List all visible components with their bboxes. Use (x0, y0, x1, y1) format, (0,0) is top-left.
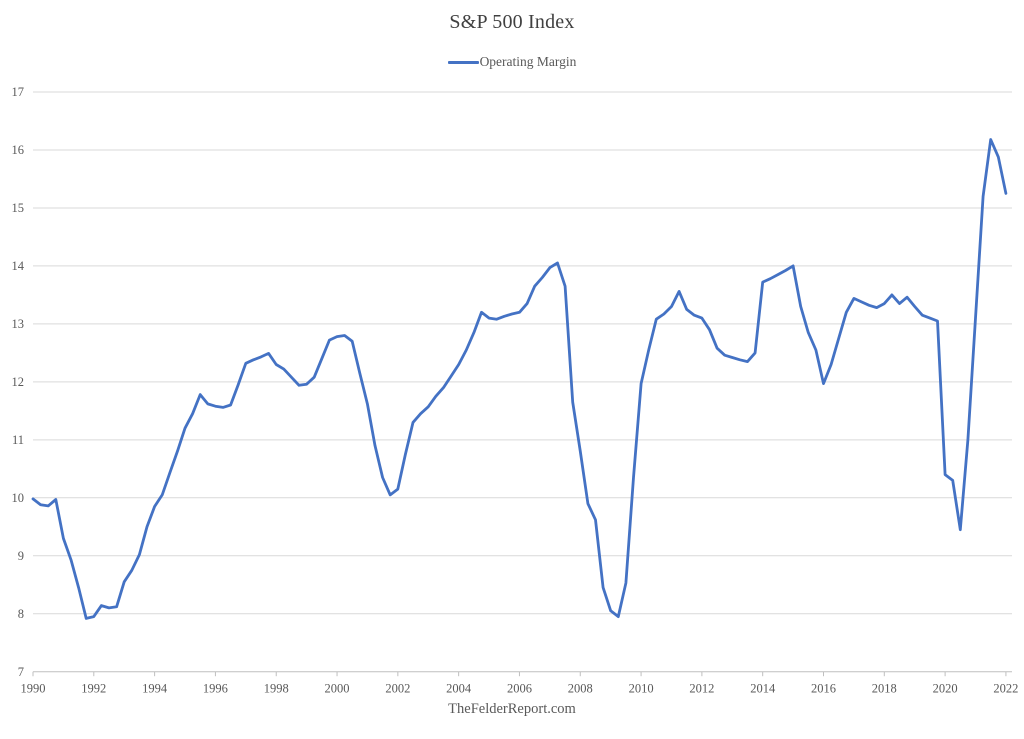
x-tick-label: 2020 (933, 682, 958, 696)
x-tick-label: 2014 (750, 682, 776, 696)
legend: Operating Margin (0, 54, 1024, 70)
chart-title: S&P 500 Index (449, 11, 575, 33)
y-tick-label: 8 (18, 607, 24, 621)
x-tick-label: 2008 (568, 682, 593, 696)
x-tick-label: 1996 (203, 682, 228, 696)
y-tick-label: 15 (12, 201, 25, 215)
y-tick-label: 14 (12, 259, 25, 273)
y-tick-label: 7 (18, 665, 24, 679)
operating-margin-line (31, 138, 1008, 620)
y-tick-label: 13 (12, 317, 25, 331)
x-tick-label: 2002 (385, 682, 410, 696)
x-tick-label: 2000 (325, 682, 350, 696)
footer-credit: TheFelderReport.com (448, 701, 576, 717)
y-tick-label: 17 (12, 85, 25, 99)
x-tick-label: 1992 (81, 682, 106, 696)
x-tick-label: 2012 (689, 682, 714, 696)
legend-line-sample (447, 60, 479, 64)
x-tick-label: 1990 (21, 682, 46, 696)
x-tick-label: 1998 (264, 682, 289, 696)
y-tick-label: 10 (12, 491, 25, 505)
y-tick-label: 9 (18, 549, 24, 563)
x-tick-label: 2004 (446, 682, 472, 696)
x-tick-label: 2018 (872, 682, 897, 696)
x-tick-label: 2010 (629, 682, 654, 696)
y-tick-label: 11 (12, 433, 24, 447)
x-tick-label: 2006 (507, 682, 532, 696)
x-tick-label: 2016 (811, 682, 836, 696)
x-tick-label: 1994 (142, 682, 168, 696)
legend-label: Operating Margin (479, 54, 577, 69)
y-tick-label: 16 (12, 143, 25, 157)
x-tick-label: 2022 (993, 682, 1018, 696)
y-tick-label: 12 (12, 375, 25, 389)
